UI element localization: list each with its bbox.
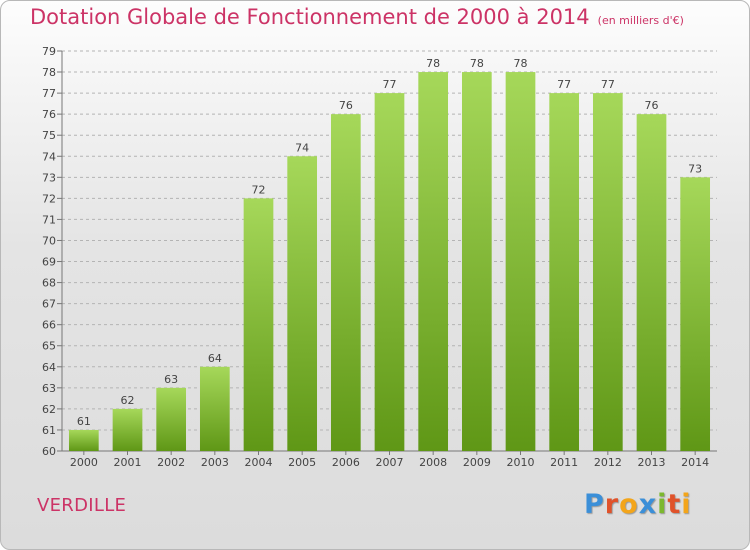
- y-tick-label: 77: [42, 87, 56, 100]
- x-tick-label-2001: 2001: [114, 456, 142, 469]
- y-tick-label: 78: [42, 66, 56, 79]
- value-label-2011: 77: [557, 78, 571, 91]
- bar-2005: [287, 156, 318, 451]
- x-tick-label-2013: 2013: [638, 456, 666, 469]
- y-tick-label: 76: [42, 108, 56, 121]
- x-tick-label-2006: 2006: [332, 456, 360, 469]
- value-label-2004: 72: [252, 183, 266, 196]
- x-tick-label-2008: 2008: [419, 456, 447, 469]
- value-label-2007: 77: [383, 78, 397, 91]
- y-tick-labels: 60 61 62 63 64 65 66 67 68 69 70 71 72 73 74 75 76 77 78 79: [42, 45, 56, 458]
- value-label-2010: 78: [514, 57, 528, 70]
- bar-2006: [330, 114, 361, 451]
- y-tick-label: 68: [42, 277, 56, 290]
- y-tick-label: 71: [42, 213, 56, 226]
- x-tick-label-2003: 2003: [201, 456, 229, 469]
- bar-2014: [680, 177, 711, 451]
- logo-letter: r: [604, 489, 620, 520]
- value-label-2013: 76: [645, 99, 659, 112]
- y-tick-label: 75: [42, 129, 56, 142]
- x-tick-label-2010: 2010: [507, 456, 535, 469]
- logo-letter: x: [638, 489, 658, 520]
- x-tick-label-2011: 2011: [550, 456, 578, 469]
- y-tick-label: 60: [42, 445, 56, 458]
- value-label-2006: 76: [339, 99, 353, 112]
- x-tick-label-2014: 2014: [681, 456, 709, 469]
- bar-2010: [505, 72, 536, 451]
- unit-label: (en milliers d'€): [597, 14, 684, 27]
- value-label-2001: 62: [121, 394, 135, 407]
- y-tick-label: 72: [42, 192, 56, 205]
- y-tick-label: 69: [42, 256, 56, 269]
- x-tick-labels: 2000 2001 2002 2003 2004 2005 2006 2007 2008 2009…: [70, 456, 709, 469]
- bar-2008: [418, 72, 449, 451]
- x-tick-label-2002: 2002: [157, 456, 185, 469]
- bar-2009: [461, 72, 492, 451]
- logo-letter: i: [657, 489, 668, 520]
- value-labels: 61 62 63 64 72 74 76 77 78 78 78 77 77 76 73: [77, 57, 702, 428]
- y-tick-label: 70: [42, 234, 56, 247]
- bar-2007: [374, 93, 405, 452]
- x-tick-label-2004: 2004: [245, 456, 273, 469]
- value-label-2009: 78: [470, 57, 484, 70]
- logo-letter: t: [667, 489, 682, 520]
- bar-2000: [68, 429, 99, 451]
- bar-2013: [636, 114, 667, 451]
- commune-name: VERDILLE: [37, 495, 127, 516]
- bars: [68, 72, 711, 452]
- bar-2002: [156, 387, 187, 451]
- bar-2004: [243, 198, 274, 451]
- y-tick-label: 65: [42, 340, 56, 353]
- y-tick-label: 66: [42, 319, 56, 332]
- logo-letter: o: [619, 489, 639, 520]
- y-tick-label: 74: [42, 150, 56, 163]
- y-tick-label: 67: [42, 298, 56, 311]
- x-tick-label-2005: 2005: [288, 456, 316, 469]
- x-tick-label-2007: 2007: [376, 456, 404, 469]
- y-tick-label: 64: [42, 361, 56, 374]
- proxiti-logo: Proxiti: [584, 489, 692, 520]
- value-label-2008: 78: [426, 57, 440, 70]
- y-tick-label: 61: [42, 424, 56, 437]
- value-label-2005: 74: [295, 141, 309, 154]
- value-label-2000: 61: [77, 415, 91, 428]
- chart-title-block: Dotation Globale de Fonctionnement de 20…: [30, 5, 684, 29]
- x-tick-label-2009: 2009: [463, 456, 491, 469]
- value-label-2002: 63: [164, 373, 178, 386]
- bar-2012: [592, 93, 623, 452]
- x-tick-label-2012: 2012: [594, 456, 622, 469]
- y-tick-label: 62: [42, 403, 56, 416]
- logo-letter: P: [584, 489, 605, 520]
- logo-letter: i: [681, 489, 692, 520]
- value-label-2014: 73: [688, 162, 702, 175]
- y-tick-label: 79: [42, 45, 56, 58]
- y-tick-label: 63: [42, 382, 56, 395]
- value-label-2012: 77: [601, 78, 615, 91]
- bar-2003: [199, 366, 230, 451]
- value-label-2003: 64: [208, 352, 222, 365]
- x-tick-label-2000: 2000: [70, 456, 98, 469]
- chart-title: Dotation Globale de Fonctionnement de 20…: [30, 5, 590, 29]
- bar-2001: [112, 408, 143, 451]
- bar-2011: [549, 93, 580, 452]
- y-tick-label: 73: [42, 171, 56, 184]
